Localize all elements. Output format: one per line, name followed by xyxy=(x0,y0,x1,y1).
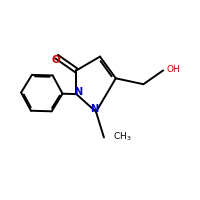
Text: CH$_3$: CH$_3$ xyxy=(113,130,131,143)
Text: N: N xyxy=(90,104,98,114)
Text: OH: OH xyxy=(166,65,180,74)
Text: N: N xyxy=(74,87,82,97)
Text: O: O xyxy=(51,55,60,65)
